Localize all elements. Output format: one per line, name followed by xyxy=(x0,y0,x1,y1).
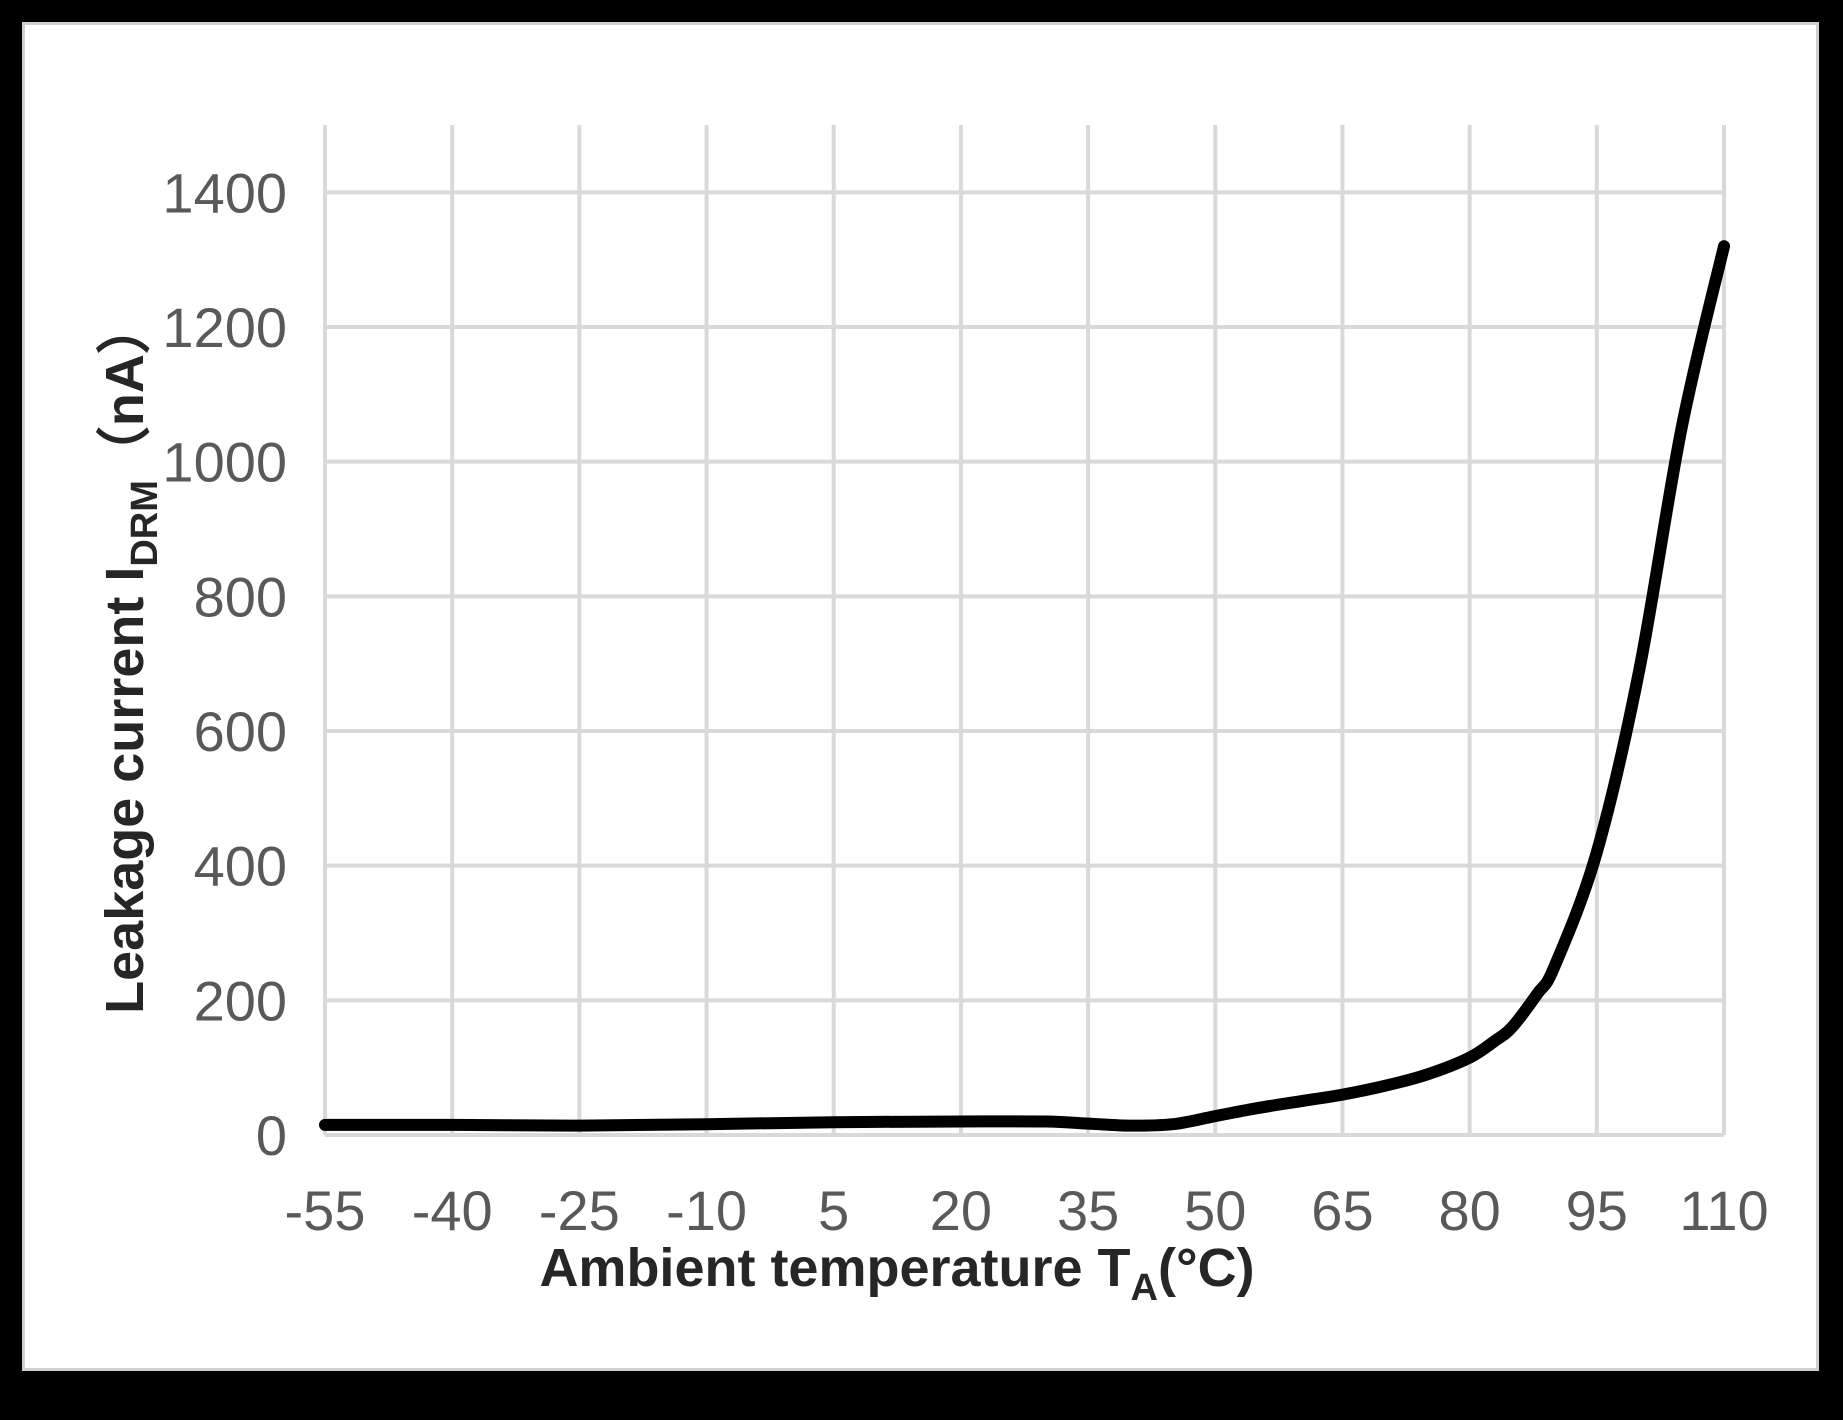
y-tick-label: 1000 xyxy=(162,431,287,494)
x-tick-label: 110 xyxy=(1679,1179,1768,1242)
series-group xyxy=(319,240,1730,1132)
series-line-0 xyxy=(319,240,1730,1132)
y-tick-label: 0 xyxy=(256,1104,287,1167)
y-tick-label: 600 xyxy=(194,700,287,763)
vertical-gridlines xyxy=(323,125,1726,1135)
y-tick-label: 200 xyxy=(194,969,287,1032)
y-tick-labels: 0 200 400 600 800 1000 1200 1400 xyxy=(162,161,287,1167)
y-axis-title: Leakage current IDRM（nA） xyxy=(95,300,166,1014)
x-tick-label: 50 xyxy=(1184,1179,1246,1242)
x-tick-label: -55 xyxy=(285,1179,366,1242)
chart-frame: -55 -40 -25 -10 5 20 35 50 65 80 95 110 0 200 400 600 8… xyxy=(22,22,1819,1371)
y-tick-label: 400 xyxy=(194,835,287,898)
x-tick-label: -10 xyxy=(666,1179,747,1242)
x-tick-label: 5 xyxy=(818,1179,849,1242)
leakage-current-chart: -55 -40 -25 -10 5 20 35 50 65 80 95 110 0 200 400 600 8… xyxy=(95,125,1769,1309)
x-tick-label: 20 xyxy=(930,1179,992,1242)
x-tick-label: 80 xyxy=(1438,1179,1500,1242)
x-tick-label: 35 xyxy=(1057,1179,1119,1242)
y-tick-label: 1200 xyxy=(162,296,287,359)
y-tick-label: 800 xyxy=(194,565,287,628)
x-tick-labels: -55 -40 -25 -10 5 20 35 50 65 80 95 110 xyxy=(285,1179,1769,1242)
x-tick-label: -25 xyxy=(539,1179,620,1242)
horizontal-gridlines xyxy=(325,190,1724,1137)
x-axis-title: Ambient temperature TA(°C) xyxy=(539,1238,1254,1309)
x-tick-label: -40 xyxy=(412,1179,493,1242)
y-tick-label: 1400 xyxy=(162,161,287,224)
x-tick-label: 95 xyxy=(1566,1179,1628,1242)
x-tick-label: 65 xyxy=(1311,1179,1373,1242)
